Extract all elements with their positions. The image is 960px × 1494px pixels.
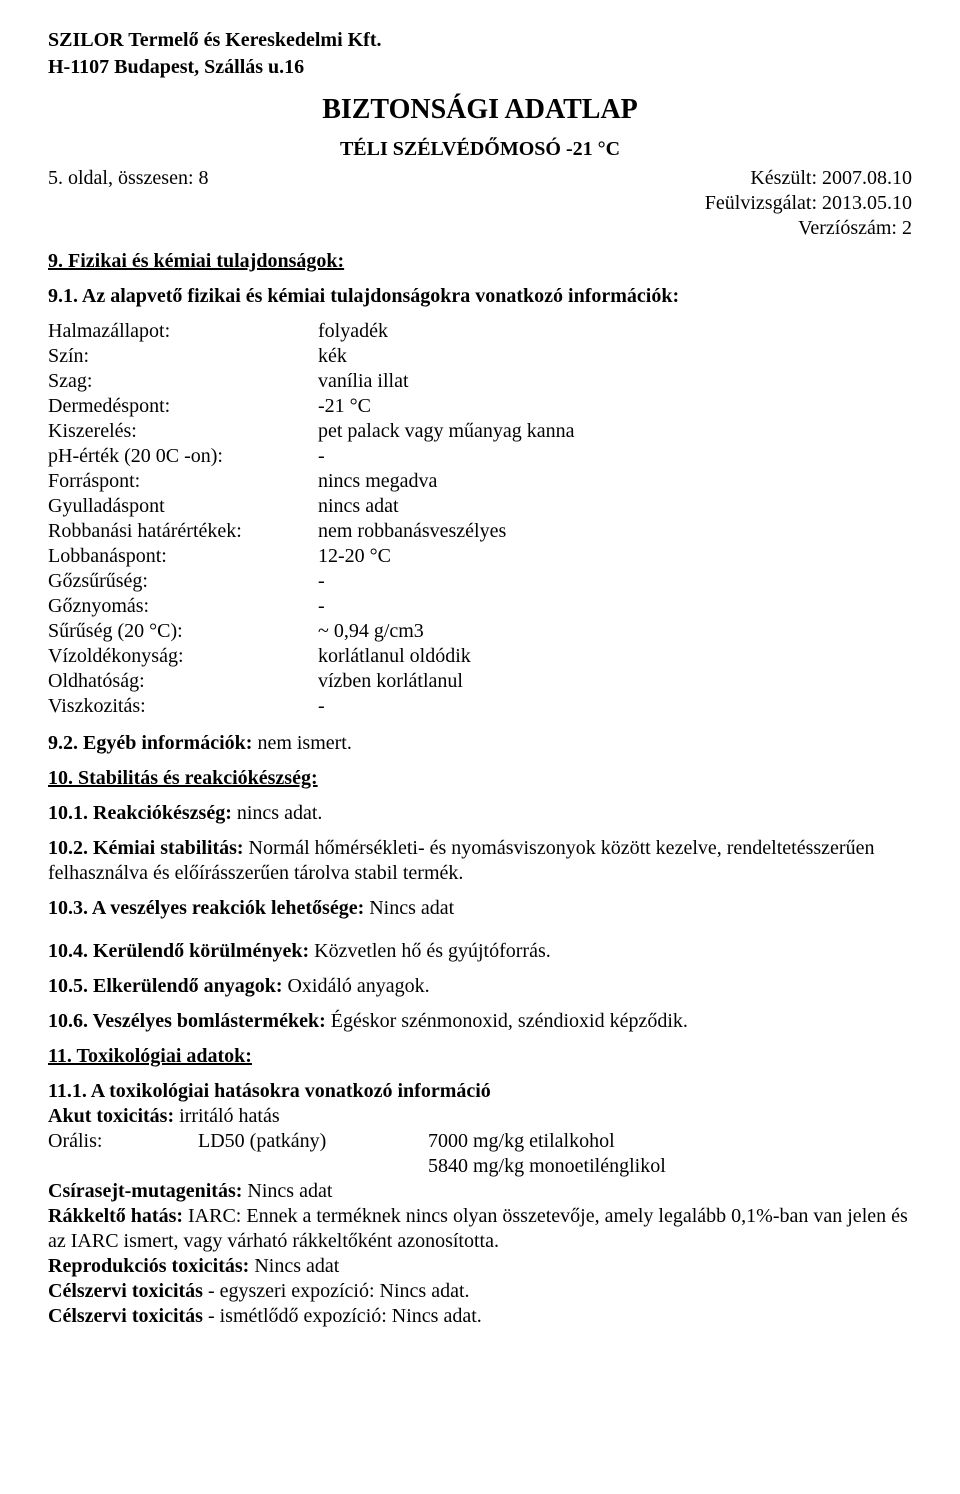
prop-val: kék (318, 344, 912, 369)
section-9-2-label: 9.2. Egyéb információk: (48, 732, 252, 754)
document-title: BIZTONSÁGI ADATLAP (48, 92, 912, 127)
oralis-value-2: 5840 mg/kg monoetilénglikol (48, 1154, 912, 1179)
section-10-1-label: 10.1. Reakciókészség: (48, 802, 232, 824)
prop-key: Kiszerelés: (48, 419, 318, 444)
prop-key: Halmazállapot: (48, 319, 318, 344)
prop-key: Sűrűség (20 °C): (48, 619, 318, 644)
section-11-1-heading: 11.1. A toxikológiai hatásokra vonatkozó… (48, 1079, 912, 1104)
oralis-key: Orális: (48, 1129, 198, 1154)
company-address: H-1107 Budapest, Szállás u.16 (48, 55, 912, 80)
akut-tox-label: Akut toxicitás: (48, 1105, 174, 1127)
prop-key: Gőzsűrűség: (48, 569, 318, 594)
section-10-3-value: Nincs adat (364, 897, 454, 919)
prop-key: Gyulladáspont (48, 494, 318, 519)
rakkelto-label: Rákkeltő hatás: (48, 1205, 183, 1227)
csirasejt-value: Nincs adat (242, 1180, 332, 1202)
reprodukcios-label: Reprodukciós toxicitás: (48, 1255, 249, 1277)
section-10-6-label: 10.6. Veszélyes bomlástermékek: (48, 1010, 326, 1032)
company-name: SZILOR Termelő és Kereskedelmi Kft. (48, 28, 912, 53)
celszervi-1-value: - egyszeri expozíció: Nincs adat. (203, 1280, 470, 1302)
akut-tox-value: irritáló hatás (174, 1105, 280, 1127)
prop-key: pH-érték (20 0C -on): (48, 444, 318, 469)
reprodukcios-value: Nincs adat (249, 1255, 339, 1277)
prop-key: Szín: (48, 344, 318, 369)
section-10-4-value: Közvetlen hő és gyújtóforrás. (309, 940, 551, 962)
prop-key: Vízoldékonyság: (48, 644, 318, 669)
celszervi-2-value: - ismétlődő expozíció: Nincs adat. (203, 1305, 482, 1327)
prop-key: Gőznyomás: (48, 594, 318, 619)
section-9-heading: 9. Fizikai és kémiai tulajdonságok: (48, 249, 912, 274)
csirasejt-label: Csírasejt-mutagenitás: (48, 1180, 242, 1202)
celszervi-2-label: Célszervi toxicitás (48, 1305, 203, 1327)
prop-key: Oldhatóság: (48, 669, 318, 694)
section-10-3-label: 10.3. A veszélyes reakciók lehetősége: (48, 897, 364, 919)
section-10-5-label: 10.5. Elkerülendő anyagok: (48, 975, 282, 997)
section-10-2-label: 10.2. Kémiai stabilitás: (48, 837, 244, 859)
oralis-value-1: 7000 mg/kg etilalkohol (428, 1129, 912, 1154)
section-10-1-value: nincs adat. (232, 802, 323, 824)
created-date: Készült: 2007.08.10 (705, 166, 912, 191)
prop-val: nincs megadva (318, 469, 912, 494)
prop-key: Forráspont: (48, 469, 318, 494)
prop-val: korlátlanul oldódik (318, 644, 912, 669)
section-10-4-label: 10.4. Kerülendő körülmények: (48, 940, 309, 962)
prop-val: - (318, 694, 912, 719)
prop-val: 12-20 °C (318, 544, 912, 569)
prop-val: - (318, 594, 912, 619)
prop-key: Lobbanáspont: (48, 544, 318, 569)
section-10-heading: 10. Stabilitás és reakciókészség: (48, 766, 912, 791)
section-11-heading: 11. Toxikológiai adatok: (48, 1044, 912, 1069)
section-10-5-value: Oxidáló anyagok. (282, 975, 429, 997)
prop-key: Robbanási határértékek: (48, 519, 318, 544)
prop-val: nem robbanásveszélyes (318, 519, 912, 544)
prop-val: nincs adat (318, 494, 912, 519)
prop-val: - (318, 444, 912, 469)
version-number: Verzíószám: 2 (705, 216, 912, 241)
document-subtitle: TÉLI SZÉLVÉDŐMOSÓ -21 °C (48, 137, 912, 162)
prop-val: -21 °C (318, 394, 912, 419)
prop-val: pet palack vagy műanyag kanna (318, 419, 912, 444)
prop-val: vízben korlátlanul (318, 669, 912, 694)
section-9-2-value: nem ismert. (252, 732, 351, 754)
prop-key: Szag: (48, 369, 318, 394)
celszervi-1-label: Célszervi toxicitás (48, 1280, 203, 1302)
prop-val: ~ 0,94 g/cm3 (318, 619, 912, 644)
section-10-6-value: Égéskor szénmonoxid, széndioxid képződik… (326, 1010, 688, 1032)
revision-date: Feülvizsgálat: 2013.05.10 (705, 191, 912, 216)
prop-val: folyadék (318, 319, 912, 344)
oralis-method: LD50 (patkány) (198, 1129, 428, 1154)
properties-list: Halmazállapot:folyadék Szín:kék Szag:van… (48, 319, 912, 719)
page-indicator: 5. oldal, összesen: 8 (48, 166, 209, 241)
prop-val: vanília illat (318, 369, 912, 394)
prop-key: Dermedéspont: (48, 394, 318, 419)
prop-key: Viszkozitás: (48, 694, 318, 719)
section-9-1-heading: 9.1. Az alapvető fizikai és kémiai tulaj… (48, 284, 912, 309)
prop-val: - (318, 569, 912, 594)
